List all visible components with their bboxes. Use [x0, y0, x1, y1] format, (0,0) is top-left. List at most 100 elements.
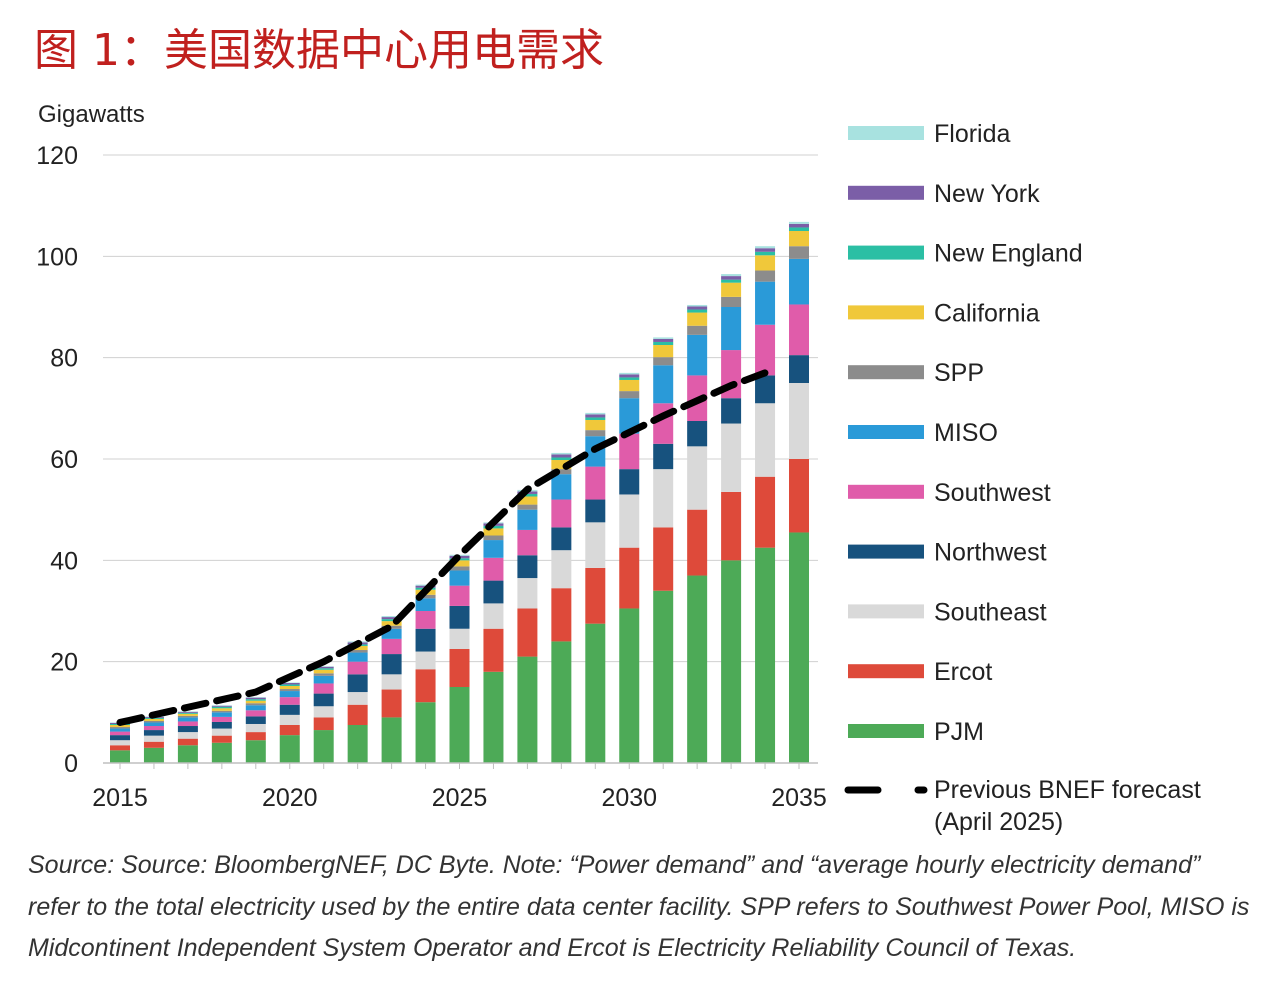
bar-segment: [279, 697, 300, 705]
bar-segment: [415, 584, 436, 586]
bar-segment: [381, 717, 402, 763]
bar-segment: [279, 689, 300, 692]
bar-segment: [110, 735, 130, 741]
bar-segment: [483, 528, 504, 536]
bar-segment: [789, 231, 809, 247]
bar-segment: [653, 338, 674, 342]
x-tick-label: 2020: [262, 784, 318, 812]
bar-segment: [449, 585, 470, 606]
legend-label: Southwest: [934, 479, 1051, 507]
bar-segment: [211, 710, 232, 713]
bar-segment: [415, 651, 436, 670]
bar-segment: [415, 598, 436, 611]
bar-segment: [245, 710, 266, 717]
bar-segment: [313, 693, 334, 707]
bar-segment: [381, 689, 402, 718]
bar-segment: [381, 628, 402, 639]
bar-segment: [143, 741, 164, 748]
y-tick-label: 20: [50, 649, 78, 677]
bar-segment: [687, 446, 708, 510]
bar-segment: [687, 509, 708, 576]
legend-label: MISO: [934, 419, 998, 447]
figure-title: 图 1：美国数据中心用电需求: [34, 25, 604, 76]
bar-segment: [517, 578, 538, 609]
bar-segment: [313, 669, 334, 674]
bar-segment: [483, 535, 504, 541]
bar-segment: [687, 421, 708, 447]
y-axis-label: Gigawatts: [38, 101, 145, 128]
bar-segment: [483, 628, 504, 672]
y-tick-label: 100: [36, 243, 78, 271]
bar-segment: [789, 304, 809, 356]
bar-segment: [789, 355, 809, 383]
bar-segment: [245, 697, 266, 698]
bar-segment: [721, 279, 742, 283]
y-tick-label: 120: [36, 142, 78, 170]
bar-segment: [551, 457, 572, 461]
bar-segment: [347, 650, 368, 653]
bar-segment: [313, 683, 334, 694]
source-note: Source: Source: BloombergNEF, DC Byte. N…: [28, 851, 1250, 962]
chart: 0 20 40 60 80 100 120 Gigawatts 2015 2020 2025 2030…: [36, 101, 1201, 836]
bar-segment: [687, 309, 708, 313]
legend-label: PJM: [934, 718, 984, 746]
bar-segment: [755, 251, 776, 256]
bar-segment: [449, 560, 470, 567]
bar-segment: [110, 745, 130, 751]
bar-segment: [449, 566, 470, 571]
bar-segment: [517, 496, 538, 505]
bar-segment: [381, 617, 402, 620]
bar-segment: [619, 374, 640, 378]
bar-segment: [415, 594, 436, 599]
bar-segment: [177, 715, 198, 718]
bar-segment: [653, 590, 674, 763]
bar-segment: [789, 227, 809, 231]
bar-segment: [483, 671, 504, 763]
bar-segment: [687, 325, 708, 335]
bar-segment: [211, 735, 232, 743]
bar-segment: [211, 716, 232, 722]
legend-label: Southeast: [934, 598, 1047, 626]
bar-segment: [381, 654, 402, 675]
bar-segment: [483, 557, 504, 581]
bar-segment: [143, 726, 164, 731]
legend-swatch: [848, 724, 924, 738]
legend-label: California: [934, 299, 1040, 327]
bar-segment: [517, 509, 538, 530]
bar-segment: [619, 433, 640, 470]
bar-segment: [110, 725, 130, 728]
bar-segment: [653, 345, 674, 358]
bar-segment: [245, 740, 266, 763]
bar-segment: [653, 443, 674, 470]
bar-segment: [585, 466, 606, 500]
bar-segment: [755, 375, 776, 404]
bar-segment: [687, 304, 708, 307]
bar-segment: [313, 673, 334, 676]
bar-segment: [687, 306, 708, 310]
bar-segment: [177, 726, 198, 733]
bar-segment: [789, 223, 809, 228]
bar-segment: [381, 619, 402, 622]
legend-label: Florida: [934, 120, 1011, 148]
bar-segment: [211, 708, 232, 711]
legend-label: Previous BNEF forecast (April 2025): [934, 776, 1201, 836]
bar-segment: [110, 728, 130, 732]
bar-segment: [619, 547, 640, 609]
bar-segment: [585, 499, 606, 523]
bar-segment: [313, 666, 334, 667]
bar-segment: [721, 491, 742, 561]
bar-segment: [585, 417, 606, 420]
bar-segment: [449, 605, 470, 629]
bar-segment: [483, 540, 504, 558]
bar-segment: [177, 711, 198, 712]
bar-segment: [449, 628, 470, 649]
bar-segment: [143, 720, 164, 723]
bar-segment: [551, 454, 572, 458]
legend-swatch: [848, 664, 924, 679]
legend-swatch: [848, 305, 924, 320]
legend-swatch: [848, 604, 924, 619]
bar-segment: [721, 423, 742, 492]
bar-segment: [211, 712, 232, 717]
bar-segment: [619, 494, 640, 548]
bar-segment: [245, 697, 266, 700]
